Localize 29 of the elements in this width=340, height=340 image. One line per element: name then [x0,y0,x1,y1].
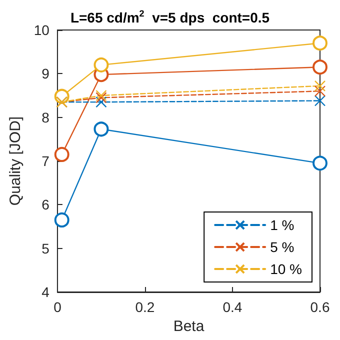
point [314,80,326,92]
y-tick-label: 8 [42,109,50,126]
point [314,86,326,97]
point [312,156,328,171]
x-axis-title: Beta [173,318,205,335]
y-tick-label: 9 [42,66,50,82]
point [314,95,326,106]
y-tick-label: 5 [42,240,50,256]
point [312,60,328,75]
legend-label: 1 % [270,217,294,233]
y-tick-label: 4 [42,284,50,300]
point [94,122,109,137]
point [94,57,109,72]
y-tick-label: 10 [34,22,50,38]
legend-label: 5 % [270,239,294,255]
legend-label: 10 % [270,261,302,277]
y-tick-label: 7 [42,153,50,169]
point [96,90,107,102]
point [96,96,107,108]
x-tick-label: 0.2 [135,299,155,315]
point [54,146,70,162]
y-tick-label: 6 [42,196,50,213]
point [312,36,328,51]
y-axis-title: Quality [JOD] [7,116,24,206]
point [96,92,107,104]
x-tick-label: 0.6 [310,299,330,315]
x-tick-label: 0 [54,299,62,315]
point [54,212,70,228]
x-tick-label: 0.4 [222,299,242,315]
